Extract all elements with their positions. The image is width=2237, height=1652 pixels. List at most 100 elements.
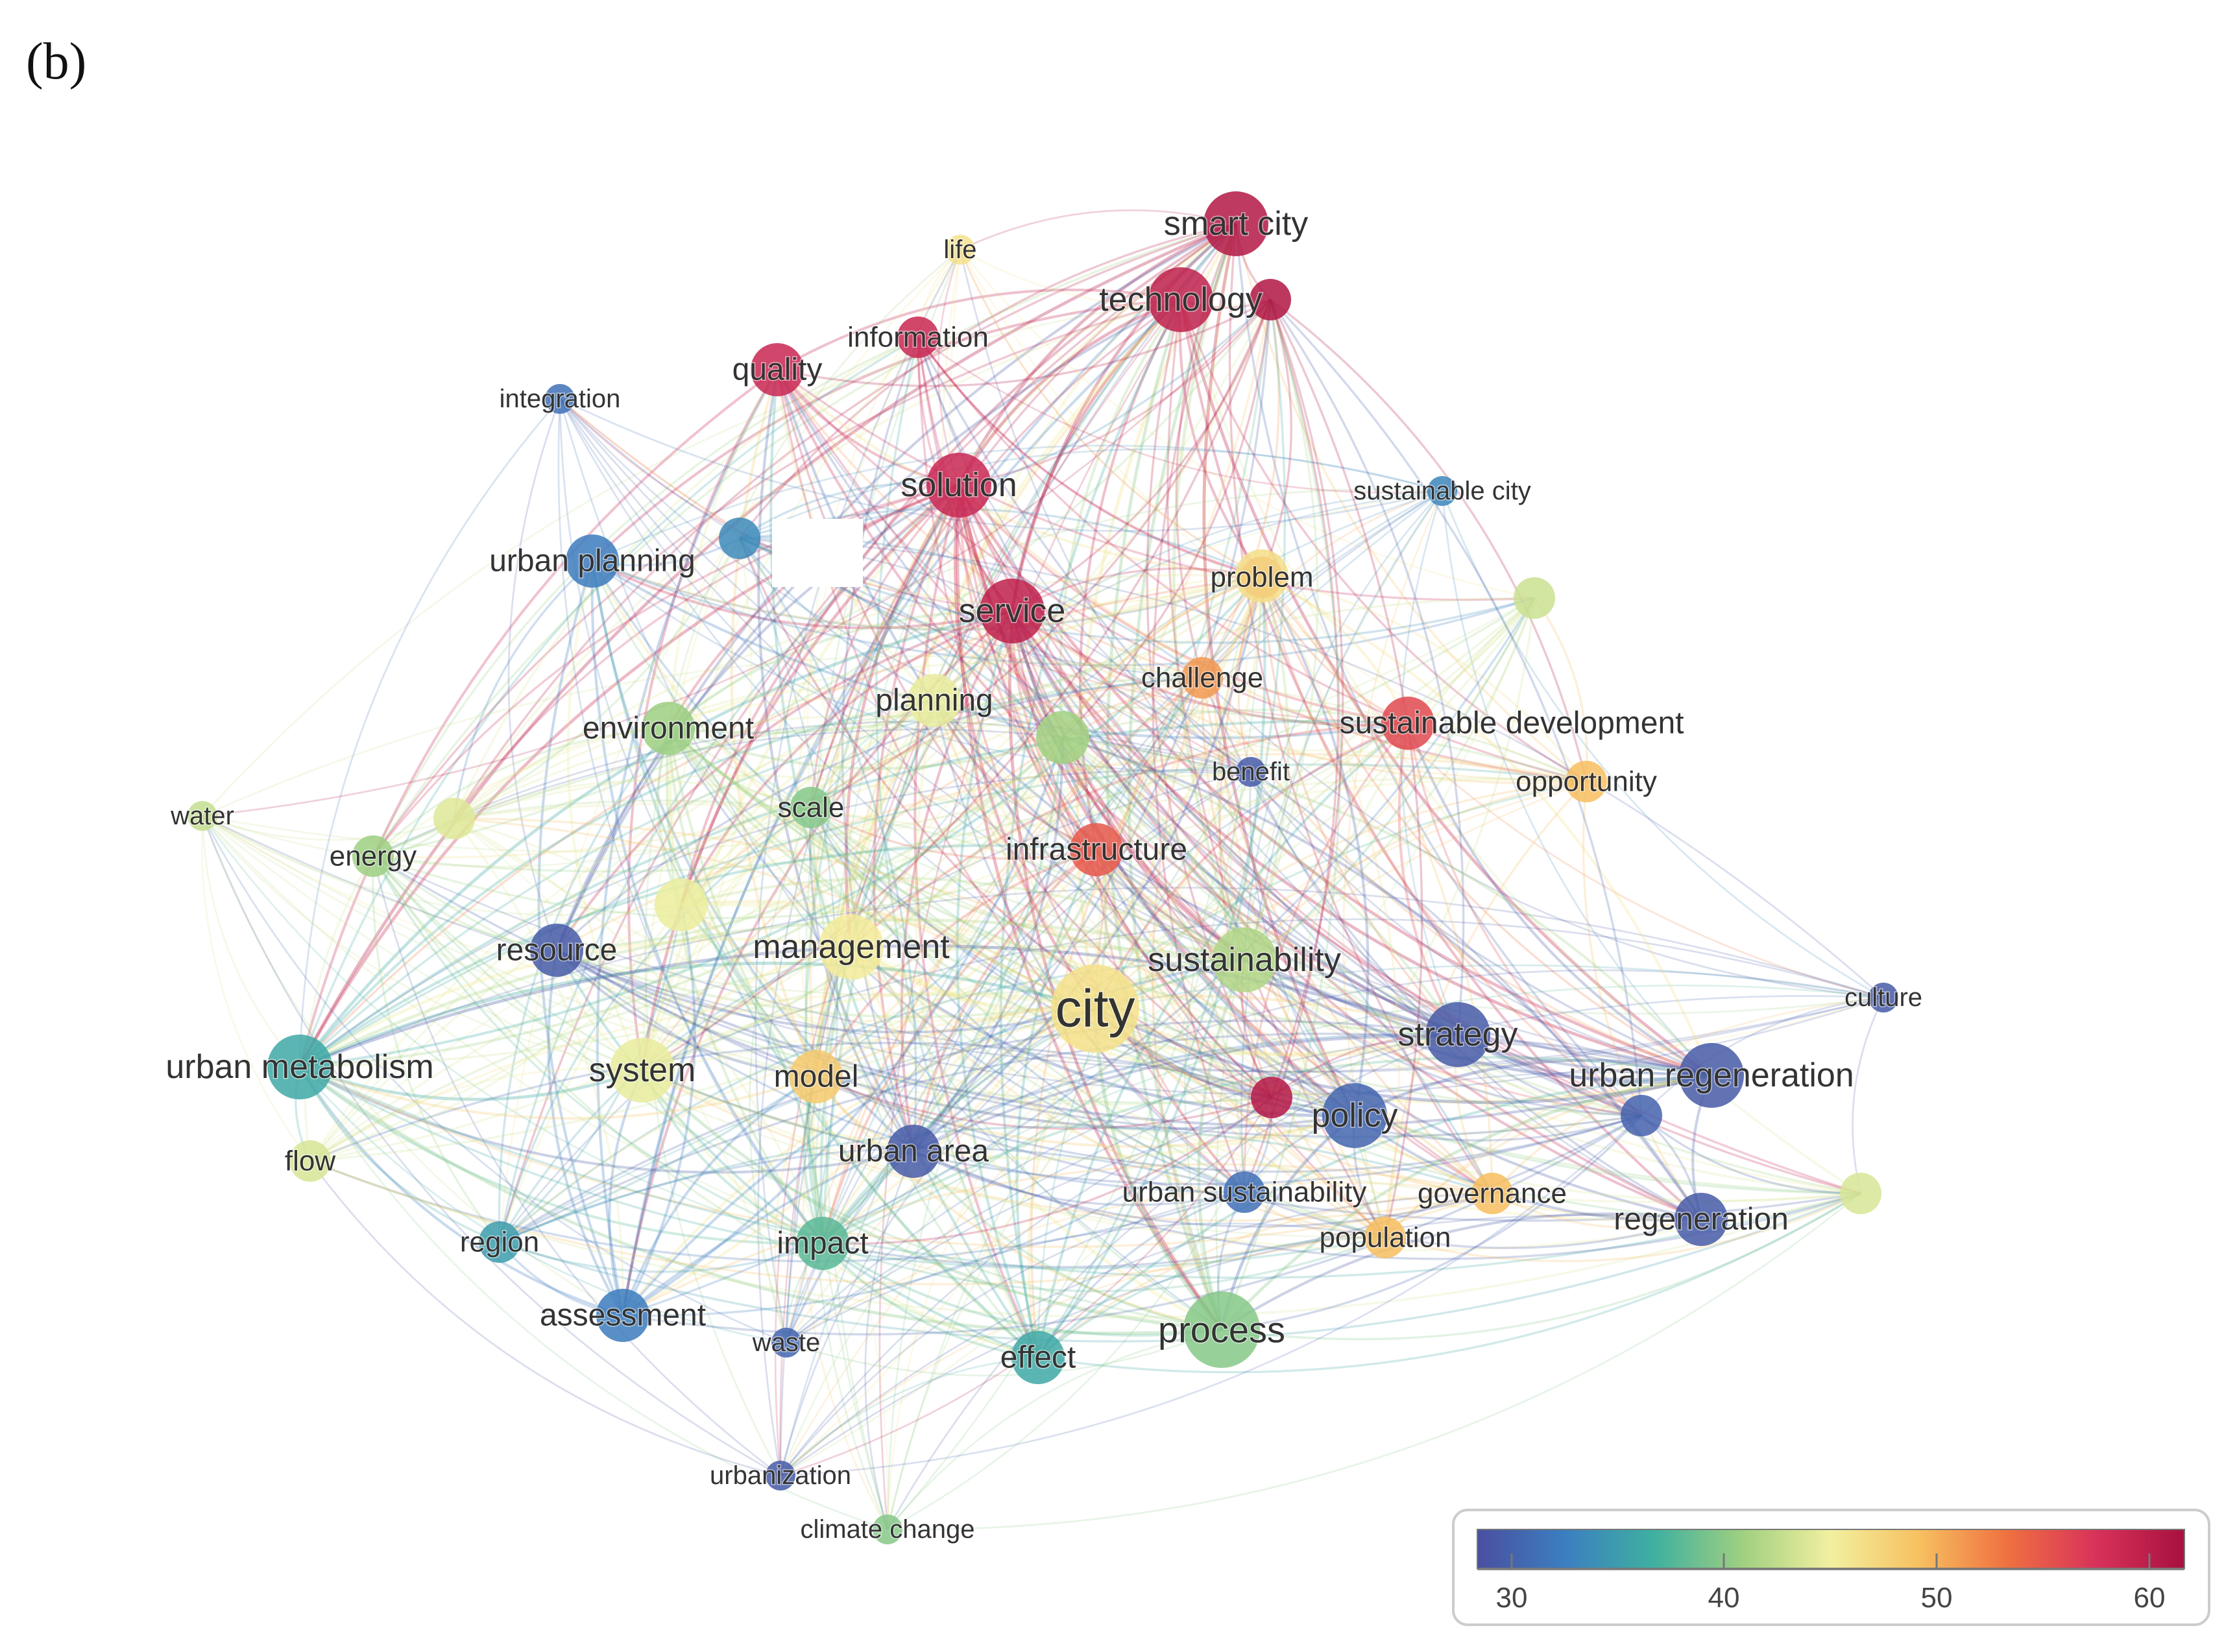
edge	[780, 1236, 1386, 1477]
edge	[507, 398, 561, 951]
node-city[interactable]	[1051, 964, 1139, 1053]
edge	[453, 336, 919, 819]
edge	[201, 815, 623, 1317]
edge	[934, 699, 1252, 777]
node-smart-city[interactable]	[1203, 191, 1268, 256]
node-policy[interactable]	[1322, 1083, 1387, 1148]
edge	[680, 904, 825, 1244]
node-population[interactable]	[1364, 1217, 1406, 1258]
edge	[959, 249, 1535, 599]
edge	[498, 1007, 1096, 1243]
edge	[372, 856, 643, 1071]
edge	[298, 1066, 623, 1317]
edge	[640, 484, 960, 1071]
node-effect[interactable]	[1011, 1331, 1065, 1384]
edge	[1011, 610, 1861, 1195]
node-benefit[interactable]	[1236, 757, 1266, 787]
edge	[298, 699, 935, 1068]
node-region[interactable]	[479, 1221, 520, 1263]
node-planning[interactable]	[908, 674, 961, 727]
node-strategy[interactable]	[1425, 1002, 1490, 1067]
node-resource[interactable]	[530, 924, 583, 977]
edge	[453, 817, 1386, 1239]
node-sustainable-city[interactable]	[1427, 476, 1457, 506]
edge	[1235, 223, 1643, 1117]
node-service[interactable]	[980, 579, 1045, 643]
node-water[interactable]	[187, 801, 217, 831]
edge	[739, 537, 1493, 1194]
node-assessment[interactable]	[596, 1289, 649, 1342]
edge	[786, 1181, 1493, 1344]
node-management[interactable]	[819, 915, 884, 979]
node-extra-0[interactable]	[719, 518, 760, 559]
node-quality[interactable]	[751, 343, 804, 396]
edge	[453, 298, 1181, 819]
edge	[1215, 490, 1444, 1330]
node-system[interactable]	[610, 1038, 675, 1103]
edge	[498, 699, 935, 1243]
node-urban-planning[interactable]	[566, 534, 619, 588]
node-urban-sustainability[interactable]	[1224, 1171, 1265, 1213]
edge	[622, 1163, 1493, 1317]
node-regeneration[interactable]	[1675, 1193, 1728, 1246]
edge	[557, 398, 824, 1244]
edge	[933, 700, 1246, 1193]
node-solution[interactable]	[926, 453, 991, 518]
node-layer	[187, 191, 1898, 1544]
edge	[622, 737, 1064, 1317]
node-extra-2[interactable]	[1514, 577, 1555, 619]
node-extra-3[interactable]	[1036, 711, 1089, 764]
edge	[810, 807, 1245, 1193]
node-sustainability[interactable]	[1212, 928, 1277, 992]
node-governance[interactable]	[1471, 1173, 1513, 1214]
node-label-urbanization: urbanization	[710, 1461, 851, 1490]
node-extra-1[interactable]	[1235, 549, 1288, 603]
node-culture[interactable]	[1868, 983, 1898, 1012]
edge	[786, 1328, 1222, 1377]
edge	[1243, 959, 1386, 1239]
node-sustainable-development[interactable]	[1381, 697, 1434, 750]
node-label-information: information	[847, 322, 989, 353]
edge	[641, 806, 812, 1071]
edge	[1127, 223, 1238, 1330]
edge	[850, 676, 1203, 948]
node-energy[interactable]	[352, 835, 394, 877]
node-process[interactable]	[1183, 1291, 1260, 1368]
node-opportunity[interactable]	[1566, 761, 1607, 802]
node-information[interactable]	[897, 317, 939, 358]
node-extra-5[interactable]	[655, 878, 708, 931]
node-model[interactable]	[790, 1050, 843, 1103]
edge	[960, 248, 1271, 309]
edge	[941, 249, 1096, 1009]
edge	[1095, 848, 1712, 1077]
edge	[774, 1076, 817, 1343]
node-scale[interactable]	[790, 787, 832, 828]
node-waste[interactable]	[771, 1328, 801, 1358]
edge	[810, 806, 1861, 1195]
node-extra-4[interactable]	[433, 798, 475, 839]
edge	[917, 337, 1263, 579]
edge	[1397, 723, 1459, 1035]
node-environment[interactable]	[642, 702, 695, 755]
node-urban-area[interactable]	[887, 1125, 940, 1178]
node-infrastructure[interactable]	[1070, 823, 1123, 876]
node-flow[interactable]	[289, 1140, 331, 1182]
node-extra-8[interactable]	[1840, 1173, 1881, 1214]
node-urbanization[interactable]	[766, 1461, 795, 1490]
node-impact[interactable]	[796, 1217, 849, 1270]
node-challenge[interactable]	[1181, 657, 1223, 699]
edge	[298, 576, 1263, 1068]
node-extra-7[interactable]	[1621, 1095, 1662, 1136]
node-climate-change[interactable]	[873, 1514, 902, 1544]
node-urban-metabolism[interactable]	[267, 1035, 332, 1099]
edge	[850, 946, 1245, 1193]
edge	[810, 806, 1702, 1221]
node-extra-6[interactable]	[1251, 1077, 1292, 1118]
node-technology[interactable]	[1148, 267, 1213, 332]
edge	[1061, 576, 1263, 738]
node-life[interactable]	[945, 235, 975, 265]
node-extra-9[interactable]	[1250, 279, 1291, 320]
edge	[309, 699, 935, 1162]
node-integration[interactable]	[545, 384, 575, 414]
node-urban-regeneration[interactable]	[1679, 1043, 1744, 1108]
